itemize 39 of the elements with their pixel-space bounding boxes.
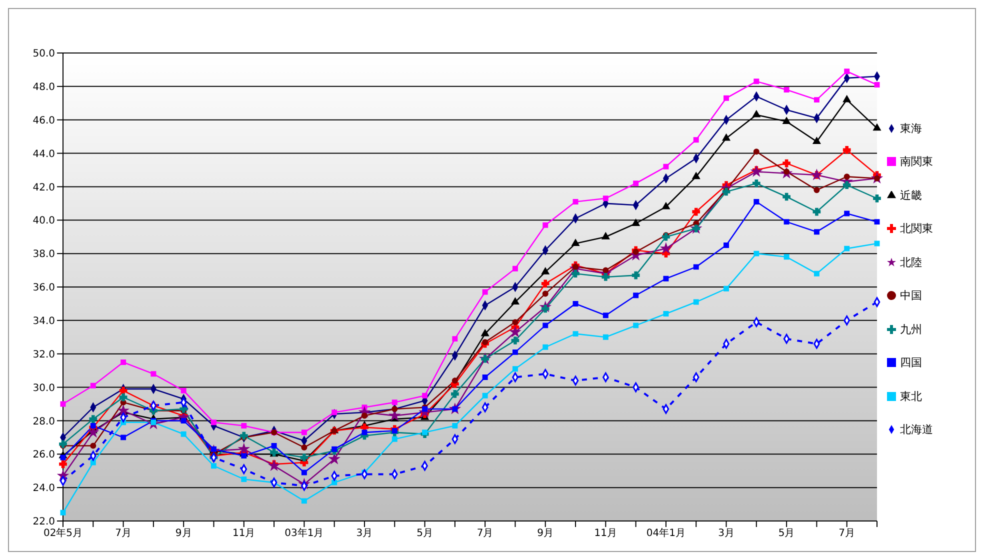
x-tick-label: 7月 bbox=[115, 528, 132, 540]
legend-label: 北陸 bbox=[900, 256, 922, 268]
x-tick-label: 5月 bbox=[416, 528, 433, 540]
x-tick-label: 03年1月 bbox=[284, 527, 324, 540]
y-tick-label: 50.0 bbox=[32, 48, 55, 60]
legend-label: 四国 bbox=[900, 356, 922, 369]
y-tick-label: 22.0 bbox=[32, 516, 55, 528]
x-tick-label: 04年1月 bbox=[646, 527, 686, 540]
legend-label: 南関東 bbox=[900, 155, 933, 168]
y-tick-label: 24.0 bbox=[32, 483, 55, 494]
legend-label: 近畿 bbox=[900, 188, 922, 202]
y-tick-label: 36.0 bbox=[32, 282, 55, 294]
x-tick-label: 3月 bbox=[718, 528, 734, 540]
legend-label: 北関東 bbox=[900, 222, 933, 235]
y-tick-label: 30.0 bbox=[32, 382, 55, 394]
legend-label: 東海 bbox=[900, 122, 922, 134]
x-tick-label: 9月 bbox=[537, 528, 554, 540]
x-tick-label: 9月 bbox=[175, 528, 192, 540]
y-tick-label: 40.0 bbox=[32, 216, 55, 227]
x-tick-label: 11月 bbox=[232, 528, 256, 540]
x-tick-label: 7月 bbox=[838, 528, 856, 540]
x-tick-label: 5月 bbox=[778, 528, 795, 540]
y-tick-label: 48.0 bbox=[32, 82, 55, 93]
legend-label: 北海道 bbox=[900, 423, 933, 436]
y-tick-label: 26.0 bbox=[32, 450, 55, 461]
y-tick-label: 32.0 bbox=[32, 349, 55, 360]
y-tick-label: 44.0 bbox=[32, 148, 55, 160]
y-tick-label: 28.0 bbox=[32, 416, 55, 428]
legend-label: 九州 bbox=[900, 322, 922, 336]
x-tick-label: 11月 bbox=[594, 528, 618, 540]
y-tick-label: 42.0 bbox=[32, 182, 55, 194]
x-tick-label: 02年5月 bbox=[43, 527, 83, 540]
x-tick-label: 3月 bbox=[356, 528, 373, 540]
x-tick-label: 7月 bbox=[476, 528, 494, 540]
y-tick-label: 34.0 bbox=[32, 316, 55, 327]
legend-label: 中国 bbox=[900, 289, 922, 302]
y-tick-label: 46.0 bbox=[32, 115, 55, 126]
legend-label: 東北 bbox=[900, 390, 922, 402]
y-tick-label: 38.0 bbox=[32, 249, 55, 260]
